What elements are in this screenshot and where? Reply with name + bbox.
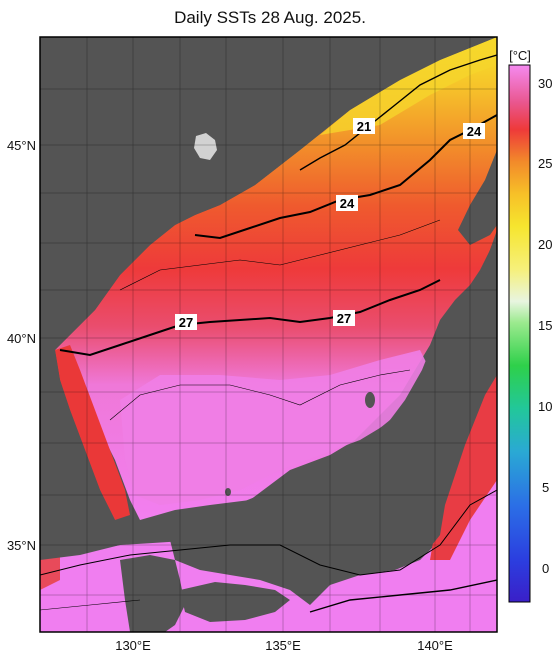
colorbar-ticks: 30 25 20 15 10 5 0 xyxy=(538,76,552,576)
lon-label-135: 135°E xyxy=(265,638,301,653)
lake-khanka xyxy=(194,133,217,160)
korea-east-coast-sea xyxy=(55,345,130,520)
colorbar-tick-30: 30 xyxy=(538,76,552,91)
warm-core xyxy=(120,350,430,505)
lon-label-140: 140°E xyxy=(417,638,453,653)
contour-label-24a: 24 xyxy=(463,123,485,139)
contour-thin-3 xyxy=(40,489,497,576)
map-title: Daily SSTs 28 Aug. 2025. xyxy=(174,8,366,27)
lon-label-130: 130°E xyxy=(115,638,151,653)
oki-island xyxy=(225,488,231,496)
lat-labels: 45°N 40°N 35°N xyxy=(7,138,36,553)
colorbar-tick-10: 10 xyxy=(538,399,552,414)
shikoku-land xyxy=(180,582,290,622)
sado-island xyxy=(365,392,375,408)
colorbar-tick-15: 15 xyxy=(538,318,552,333)
svg-text:24: 24 xyxy=(467,124,482,139)
map-frame xyxy=(39,36,498,633)
cold-band-north xyxy=(320,37,497,135)
contour-label-24b: 24 xyxy=(336,195,358,211)
colorbar-tick-5: 5 xyxy=(542,480,549,495)
contour-label-27b: 27 xyxy=(333,310,355,326)
contour-thin-2 xyxy=(109,369,411,421)
primorye-land xyxy=(40,37,497,350)
contour-label-21: 21 xyxy=(353,118,375,134)
contour-27 xyxy=(59,279,441,357)
contour-thin-1 xyxy=(119,219,441,291)
lat-label-45: 45°N xyxy=(7,138,36,153)
contour-thin-5 xyxy=(309,579,497,613)
pacific-east-pink xyxy=(450,480,497,560)
colorbar-tick-25: 25 xyxy=(538,156,552,171)
lat-label-40: 40°N xyxy=(7,331,36,346)
lon-labels: 130°E 135°E 140°E xyxy=(115,638,453,653)
lat-label-35: 35°N xyxy=(7,538,36,553)
svg-text:21: 21 xyxy=(357,119,371,134)
colorbar xyxy=(508,64,531,603)
svg-text:27: 27 xyxy=(337,311,351,326)
colorbar-tick-0: 0 xyxy=(542,561,549,576)
contour-21 xyxy=(299,54,497,171)
colorbar-unit: [°C] xyxy=(509,48,531,63)
tsushima-island xyxy=(123,532,127,542)
honshu-land xyxy=(170,232,497,605)
korea-land xyxy=(40,345,120,560)
svg-text:24: 24 xyxy=(340,196,355,211)
svg-text:27: 27 xyxy=(179,315,193,330)
colorbar-tick-20: 20 xyxy=(538,237,552,252)
contour-thin-4 xyxy=(40,599,141,611)
hokkaido-land xyxy=(458,150,497,245)
contour-label-27a: 27 xyxy=(175,314,197,330)
graticule xyxy=(40,37,497,632)
kyushu-land xyxy=(120,555,185,632)
